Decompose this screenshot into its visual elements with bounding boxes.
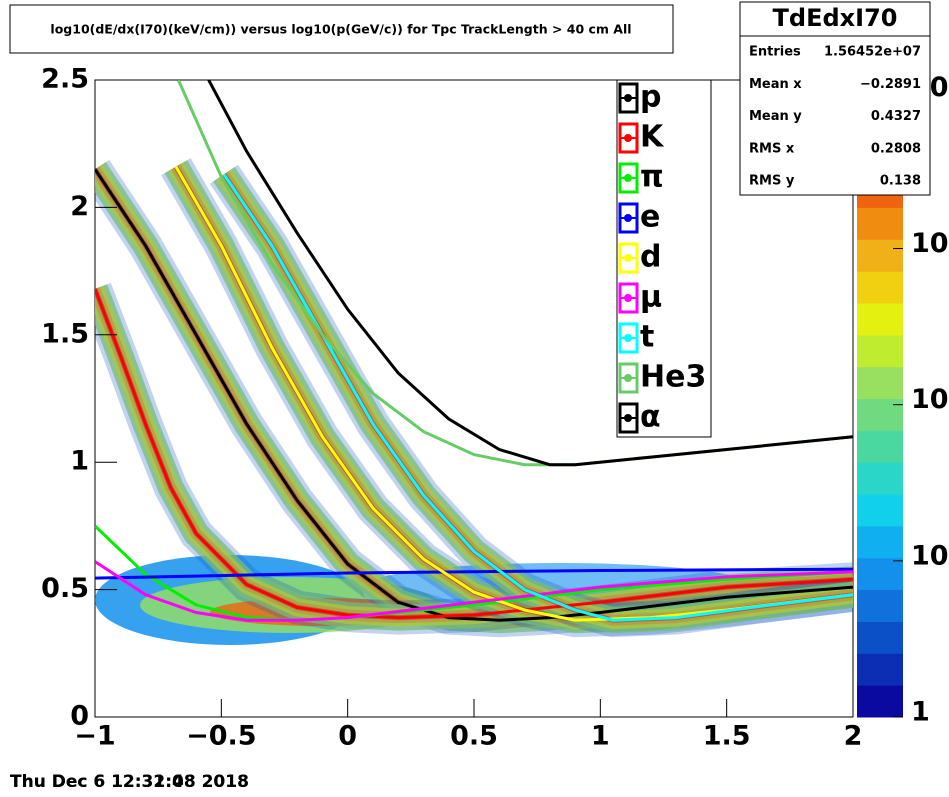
legend-marker xyxy=(624,294,632,302)
x-tick-label: 0.5 xyxy=(450,721,498,752)
color-bar-cell xyxy=(857,302,903,336)
x-tick-label: −1 xyxy=(74,721,115,752)
z-tick-label: 10³ xyxy=(911,228,949,259)
legend-marker xyxy=(624,134,632,142)
y-tick-label: 2.5 xyxy=(41,64,89,95)
stats-label: RMS x xyxy=(749,141,795,156)
legend-label: d xyxy=(640,240,661,275)
chart-title: log10(dE/dx(I70)(keV/cm)) versus log10(p… xyxy=(50,22,631,37)
x-tick-label: 0 xyxy=(338,721,357,752)
curve xyxy=(95,560,853,622)
stats-value: 0.138 xyxy=(880,174,921,189)
curve xyxy=(95,288,853,620)
legend-label: He3 xyxy=(640,360,706,395)
y-tick-label: 1.5 xyxy=(41,318,89,349)
curves xyxy=(95,80,853,622)
color-bar-cell xyxy=(857,334,903,368)
stats-label: Mean x xyxy=(749,77,802,92)
stats-label: Mean y xyxy=(749,109,802,124)
legend-marker xyxy=(624,94,632,102)
curve xyxy=(207,80,853,467)
x-tick-label: 1 xyxy=(591,721,610,752)
stats-label: Entries xyxy=(749,45,801,60)
color-bar-cell xyxy=(857,207,903,240)
x-tick-label: 2 xyxy=(844,721,863,752)
legend-label: μ xyxy=(640,280,662,315)
title-box xyxy=(9,4,674,54)
color-bar-cell xyxy=(857,494,903,527)
timestamp: Thu Dec 6 12:32:08 2018 xyxy=(10,772,249,792)
color-bar-cell xyxy=(857,239,903,272)
color-bar-cell xyxy=(857,366,903,399)
legend-marker xyxy=(624,414,632,422)
y-tick-label: 0 xyxy=(70,701,89,732)
curve xyxy=(174,165,853,622)
curve xyxy=(222,173,853,622)
timestamp: Thu Dec 6 12:31:48 2018 xyxy=(10,772,249,792)
stats-label: RMS y xyxy=(749,174,795,189)
z-tick-label: 10 xyxy=(911,540,949,571)
legend-marker xyxy=(624,334,632,342)
stats-value: 0.2808 xyxy=(871,141,921,156)
color-bar-cell xyxy=(857,685,903,718)
legend-marker xyxy=(624,254,632,262)
legend-label: e xyxy=(640,200,660,235)
stats: Entries 1.56452e+07 Mean x −0.2891 Mean y 0.4… xyxy=(749,45,921,189)
z-tick-label: 10² xyxy=(911,384,949,415)
y-tick-label: 0.5 xyxy=(41,573,89,604)
legend-marker xyxy=(624,174,632,182)
y-tick-label: 1 xyxy=(70,446,89,477)
stats-title: TdEdxI70 xyxy=(773,4,898,32)
color-bar-cell xyxy=(857,557,903,591)
stats-box xyxy=(739,1,931,196)
x-tick-label: 1.5 xyxy=(703,721,751,752)
curve xyxy=(95,168,853,622)
color-bar-cell xyxy=(857,430,903,463)
legend-label: π xyxy=(640,160,664,195)
color-bar-cell xyxy=(857,621,903,654)
legend-label: K xyxy=(640,120,665,155)
color-bar-cell xyxy=(857,398,903,431)
legend-marker xyxy=(624,374,632,382)
legend-marker xyxy=(624,214,632,222)
legend-label: t xyxy=(640,320,654,355)
color-bar-cell xyxy=(857,271,903,304)
legend-label: p xyxy=(640,80,661,115)
color-bar-cell xyxy=(857,462,903,495)
stats-value: 0.4327 xyxy=(871,109,921,124)
legend-label: α xyxy=(640,400,661,435)
axes: −1 −0.5 0 0.5 1 1.5 2 0 0.5 1 1.5 2 2.5 xyxy=(41,64,862,752)
x-tick-label: −0.5 xyxy=(186,721,256,752)
y-tick-label: 2 xyxy=(70,191,89,222)
curve xyxy=(95,567,853,580)
stats-value: −0.2891 xyxy=(860,77,921,92)
color-bar-cell xyxy=(857,589,903,622)
color-bar-cell xyxy=(857,525,903,559)
z-tick-label: 1 xyxy=(911,697,930,728)
color-bar-cell xyxy=(857,653,903,686)
stats-value: 1.56452e+07 xyxy=(824,45,921,60)
